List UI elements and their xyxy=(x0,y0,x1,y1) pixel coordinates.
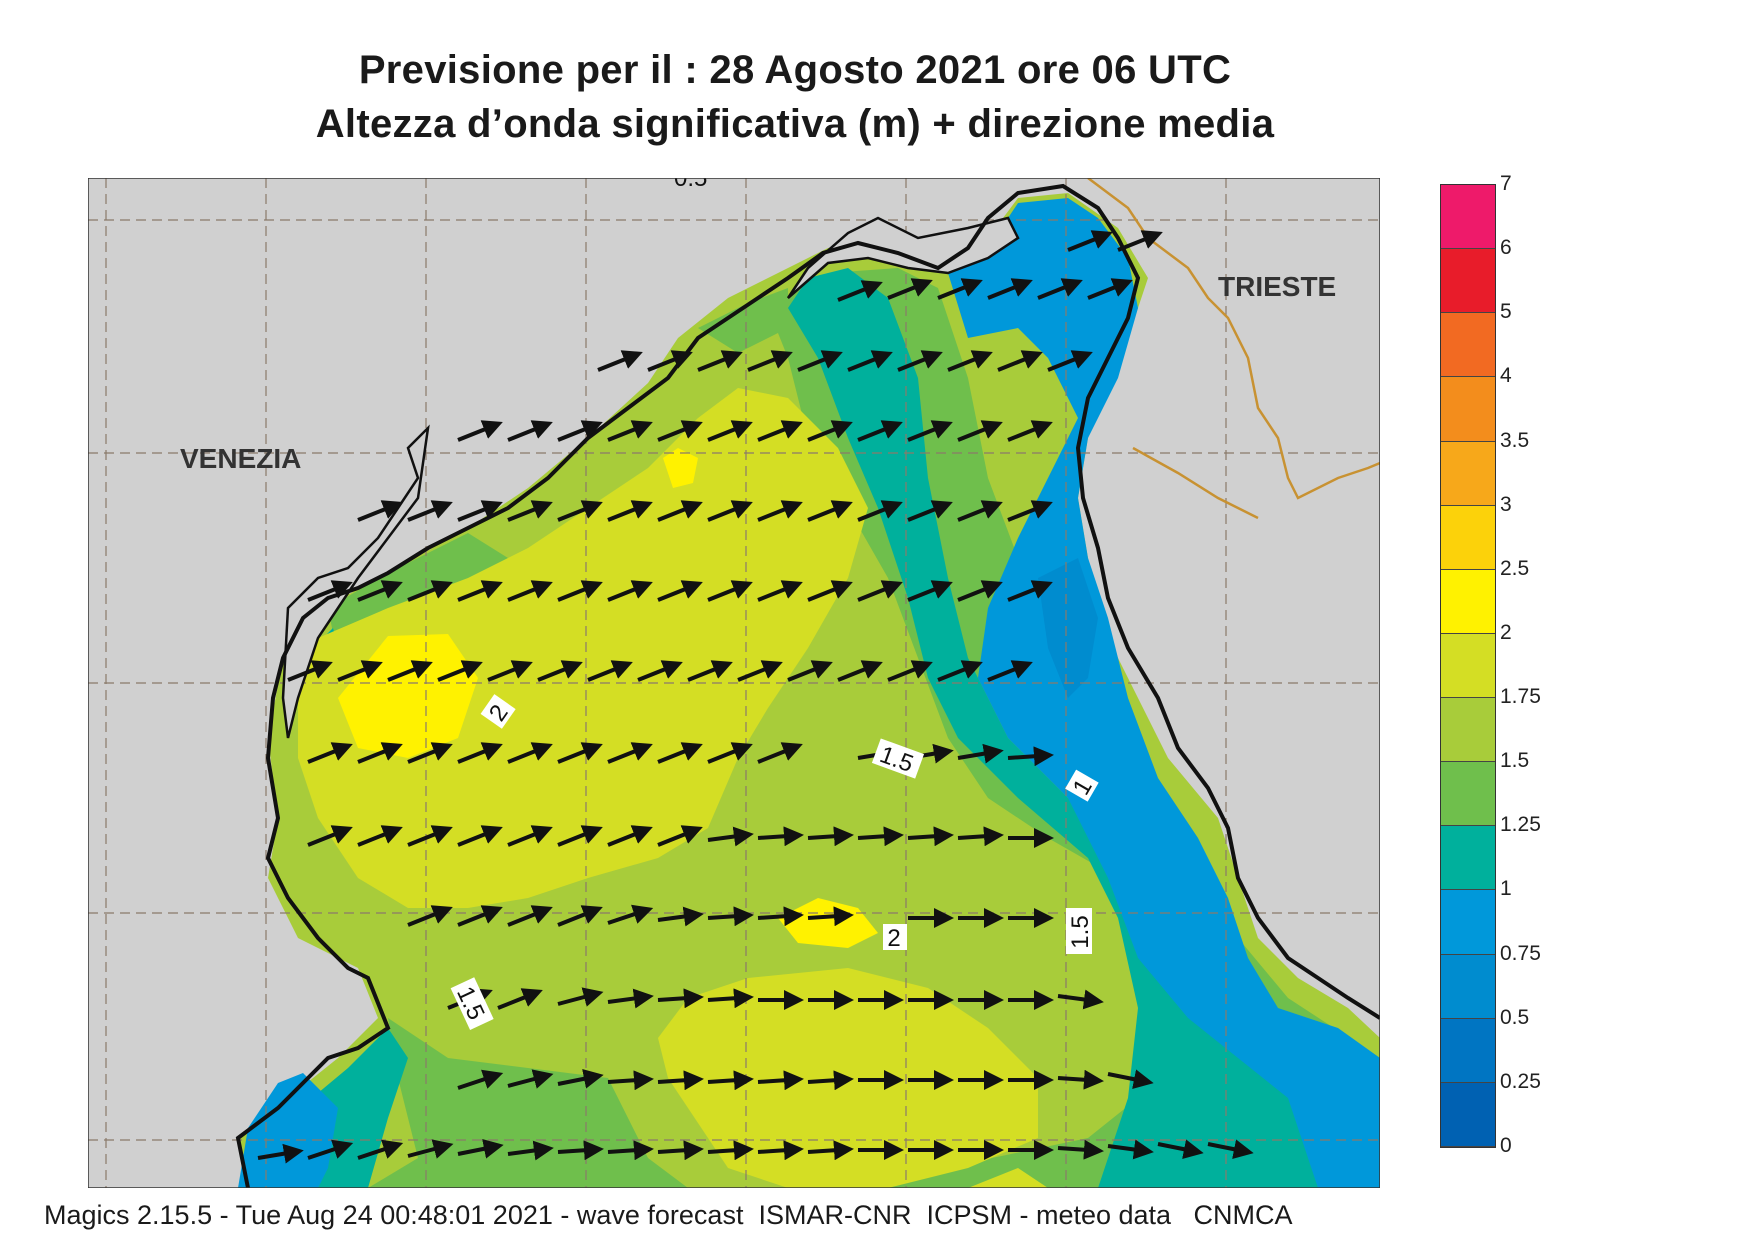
legend-tick-label: 4 xyxy=(1500,364,1512,388)
lat-lon-grid xyxy=(88,178,1380,1188)
wave-height-map: 2 1.5 1 2 1.5 1.5 0.5 xyxy=(88,178,1380,1188)
grado-lagoon xyxy=(786,216,1020,299)
legend-tick-label: 1.75 xyxy=(1500,685,1541,709)
clipped-contour-label: 0.5 xyxy=(674,178,707,192)
legend-swatch xyxy=(1441,762,1495,827)
legend-tick-label: 1 xyxy=(1500,877,1512,901)
legend-tick-label: 1.5 xyxy=(1500,749,1530,773)
coastline xyxy=(235,183,1380,1188)
legend-tick-label: 0.75 xyxy=(1500,941,1541,965)
legend-swatch xyxy=(1441,377,1495,442)
legend-swatch xyxy=(1441,249,1495,314)
contour-label: 2 xyxy=(887,925,900,952)
forecast-title: Previsione per il : 28 Agosto 2021 ore 0… xyxy=(358,48,1232,92)
legend-swatch xyxy=(1441,633,1495,699)
legend-tick-label: 6 xyxy=(1500,236,1512,260)
legend-swatch xyxy=(1441,185,1495,250)
legend-swatch xyxy=(1441,826,1495,891)
legend-tick-label: 7 xyxy=(1500,172,1512,195)
legend-tick-label: 0.5 xyxy=(1500,1005,1530,1029)
legend-tick-label: 0.25 xyxy=(1500,1069,1541,1093)
color-legend xyxy=(1440,184,1496,1148)
sea-area xyxy=(238,193,1380,1188)
legend-swatch xyxy=(1441,441,1495,506)
footer-credits: Magics 2.15.5 - Tue Aug 24 00:48:01 2021… xyxy=(44,1200,1293,1230)
legend-tick-label: 3.5 xyxy=(1500,428,1530,452)
legend-tick-label: 2 xyxy=(1500,620,1512,644)
legend-swatch xyxy=(1441,313,1495,378)
legend-swatch xyxy=(1441,890,1495,955)
legend-swatch xyxy=(1441,698,1495,763)
legend-swatch xyxy=(1441,569,1495,634)
legend-swatch xyxy=(1441,505,1495,570)
legend-tick-label: 2.5 xyxy=(1500,556,1530,580)
legend-tick-label: 5 xyxy=(1500,300,1512,324)
forecast-subtitle: Altezza d’onda significativa (m) + direz… xyxy=(315,102,1275,146)
city-label-trieste: TRIESTE xyxy=(1218,271,1336,302)
city-label-venezia: VENEZIA xyxy=(180,443,301,474)
legend-tick-label: 0 xyxy=(1500,1134,1512,1157)
venice-lagoon-islands xyxy=(281,424,430,739)
legend-swatch xyxy=(1441,1018,1495,1083)
contour-label: 1.5 xyxy=(1067,915,1094,948)
legend-tick-label: 1.25 xyxy=(1500,813,1541,837)
legend-swatch xyxy=(1441,1082,1495,1147)
legend-tick-label: 3 xyxy=(1500,492,1512,516)
legend-swatch xyxy=(1441,954,1495,1019)
